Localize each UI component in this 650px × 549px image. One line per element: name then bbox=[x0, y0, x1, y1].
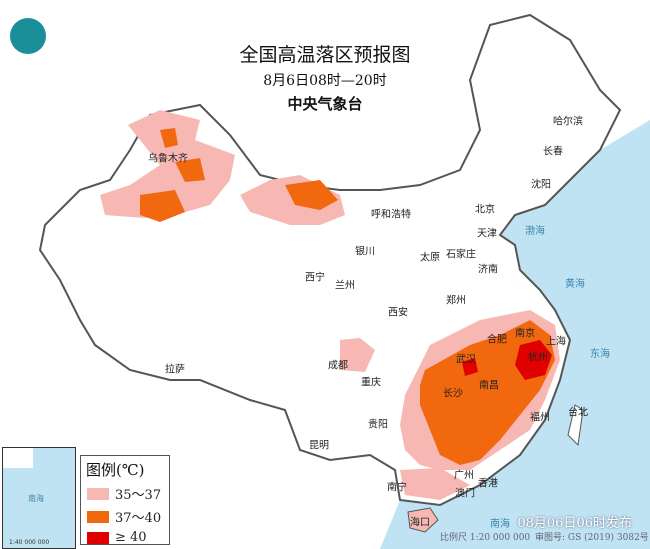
legend-label: 37～40 bbox=[115, 511, 162, 526]
city-label: 海口 bbox=[410, 517, 430, 529]
heat-zone-37-40 bbox=[160, 128, 178, 148]
south-china-sea-inset: 南海 1:40 000 000 bbox=[2, 447, 76, 549]
city-label: 香港 bbox=[478, 478, 498, 490]
heat-zones bbox=[100, 110, 560, 500]
city-label: 重庆 bbox=[361, 377, 381, 389]
city-label: 太原 bbox=[420, 252, 440, 264]
heat-zone-35-37 bbox=[400, 468, 470, 500]
heat-zone-35-37 bbox=[340, 338, 375, 372]
city-label: 武汉 bbox=[456, 354, 476, 366]
heat-zone-40-plus bbox=[462, 358, 478, 376]
sea-area bbox=[380, 120, 650, 549]
sea-label: 黄海 bbox=[565, 279, 585, 290]
city-label: 天津 bbox=[477, 228, 497, 240]
issuer: 中央气象台 bbox=[287, 95, 363, 113]
heat-zone-35-37 bbox=[100, 110, 235, 218]
legend-label: ≥ 40 bbox=[115, 530, 147, 545]
inset-scale: 1:40 000 000 bbox=[9, 539, 50, 546]
legend-item: 37～40 bbox=[87, 507, 169, 526]
city-label: 南昌 bbox=[479, 380, 499, 392]
city-label: 长春 bbox=[543, 146, 563, 158]
map-approval-number: 审图号: GS (2019) 3082号 bbox=[535, 533, 649, 543]
heat-zone-37-40 bbox=[140, 190, 185, 222]
city-label: 西宁 bbox=[305, 272, 325, 284]
sea-label: 东海 bbox=[590, 349, 610, 360]
legend-item: ≥ 40 bbox=[87, 530, 169, 545]
map-title: 全国高温落区预报图 bbox=[239, 44, 411, 66]
taiwan-island bbox=[567, 404, 584, 447]
city-label: 石家庄 bbox=[446, 249, 476, 261]
city-label: 福州 bbox=[530, 412, 550, 424]
legend-swatch bbox=[87, 510, 109, 523]
city-label: 杭州 bbox=[528, 352, 548, 364]
legend-swatch bbox=[87, 531, 109, 544]
city-label: 兰州 bbox=[335, 280, 355, 292]
legend-title: 图例(℃) bbox=[86, 461, 145, 479]
inset-land bbox=[3, 448, 33, 468]
city-label: 成都 bbox=[328, 360, 348, 372]
city-label: 昆明 bbox=[309, 440, 329, 452]
city-label: 拉萨 bbox=[165, 364, 185, 376]
sea-label: 南海 bbox=[490, 519, 510, 530]
sea-label: 渤海 bbox=[525, 226, 545, 237]
city-label: 沈阳 bbox=[531, 179, 551, 191]
city-label: 南宁 bbox=[387, 482, 407, 494]
publish-time: 08月06日06时发布 bbox=[517, 516, 632, 531]
legend: 图例(℃) 35～37 37～40 ≥ 40 bbox=[80, 455, 170, 545]
city-label: 北京 bbox=[475, 204, 495, 216]
city-label: 南京 bbox=[515, 328, 535, 340]
city-label: 合肥 bbox=[487, 334, 507, 346]
hainan-island bbox=[407, 507, 439, 533]
heat-zone-40-plus bbox=[515, 340, 552, 380]
inset-sea-label: 南海 bbox=[28, 494, 44, 503]
city-label: 乌鲁木齐 bbox=[148, 153, 188, 165]
legend-label: 35～37 bbox=[115, 488, 162, 503]
city-label: 哈尔滨 bbox=[553, 116, 583, 128]
city-label: 贵阳 bbox=[368, 419, 388, 431]
city-label: 西安 bbox=[388, 307, 408, 319]
heat-zone-37-40 bbox=[175, 158, 205, 182]
city-label: 郑州 bbox=[446, 295, 466, 307]
city-label: 上海 bbox=[546, 336, 566, 348]
city-label: 长沙 bbox=[443, 388, 463, 400]
city-label: 银川 bbox=[355, 246, 375, 258]
city-label: 澳门 bbox=[455, 488, 475, 500]
city-label: 广州 bbox=[454, 470, 474, 482]
legend-swatch bbox=[87, 487, 109, 500]
map-subtitle: 8月6日08时—20时 bbox=[263, 73, 387, 89]
city-label: 济南 bbox=[478, 264, 498, 276]
city-label: 台北 bbox=[568, 407, 588, 419]
map-scale: 比例尺 1:20 000 000 bbox=[440, 533, 531, 543]
legend-item: 35～37 bbox=[87, 484, 169, 503]
cma-logo bbox=[10, 18, 46, 54]
city-label: 呼和浩特 bbox=[371, 209, 411, 221]
heat-zone-37-40 bbox=[285, 180, 338, 210]
